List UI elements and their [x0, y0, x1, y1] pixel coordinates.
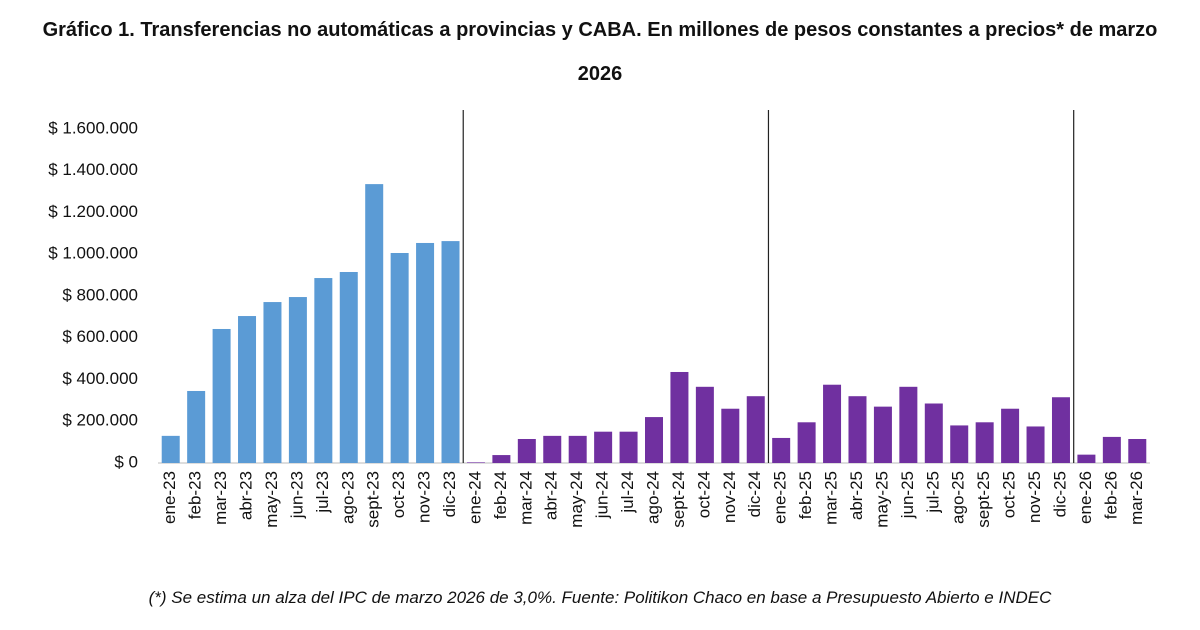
- bar: [568, 435, 587, 463]
- bar: [517, 438, 536, 463]
- bar: [263, 302, 282, 463]
- y-tick-label: $ 600.000: [62, 327, 138, 346]
- x-tick-label: ene-24: [465, 471, 484, 524]
- y-tick-label: $ 800.000: [62, 285, 138, 304]
- bar: [1051, 397, 1070, 463]
- y-tick-label: $ 1.600.000: [48, 118, 138, 137]
- bar: [314, 278, 333, 463]
- x-tick-label: ene-25: [771, 471, 790, 524]
- x-tick-label: ene-23: [160, 471, 179, 524]
- bar: [161, 435, 180, 463]
- x-tick-label: feb-23: [186, 471, 205, 519]
- chart-title: Gráfico 1. Transferencias no automáticas…: [42, 19, 1158, 85]
- x-tick-label: mar-24: [516, 471, 535, 525]
- bar: [772, 437, 791, 463]
- x-tick-label: sept-23: [364, 471, 383, 528]
- x-tick-label: jun-25: [898, 471, 917, 519]
- bar: [924, 403, 943, 463]
- x-tick-label: may-25: [872, 471, 891, 528]
- bar: [746, 396, 765, 463]
- bar: [492, 455, 511, 463]
- x-tick-label: mar-23: [211, 471, 230, 525]
- bar: [695, 386, 714, 463]
- x-tick-label: jul-25: [923, 471, 942, 514]
- bar: [365, 184, 384, 464]
- footnote: (*) Se estima un alza del IPC de marzo 2…: [148, 588, 1052, 607]
- bar: [1026, 426, 1045, 463]
- x-tick-label: ene-26: [1076, 471, 1095, 524]
- x-tick-label: ago-25: [949, 471, 968, 524]
- x-tick-label: jun-24: [593, 471, 612, 519]
- x-tick-label: abr-24: [542, 471, 561, 520]
- x-tick-label: sept-24: [669, 471, 688, 528]
- bar: [1102, 436, 1121, 463]
- x-tick-label: abr-25: [847, 471, 866, 520]
- bar: [212, 328, 231, 463]
- x-tick-label: may-24: [567, 471, 586, 528]
- x-tick-label: nov-25: [1025, 471, 1044, 523]
- x-tick-label: mar-26: [1127, 471, 1146, 525]
- x-tick-label: may-23: [262, 471, 281, 528]
- x-tick-label: jul-23: [313, 471, 332, 514]
- x-tick-label: feb-24: [491, 471, 510, 519]
- bar: [187, 390, 206, 463]
- x-tick-label: dic-25: [1050, 471, 1069, 517]
- x-tick-label: feb-25: [796, 471, 815, 519]
- bar: [288, 297, 307, 463]
- bar: [975, 422, 994, 463]
- bar: [950, 425, 969, 463]
- bar: [1001, 408, 1020, 463]
- bar: [543, 435, 562, 463]
- bar: [899, 386, 918, 463]
- bar: [873, 406, 892, 463]
- x-tick-label: oct-25: [1000, 471, 1019, 518]
- bar: [466, 462, 485, 463]
- x-tick-label: mar-25: [822, 471, 841, 525]
- bar: [238, 316, 257, 463]
- bar: [1128, 438, 1147, 463]
- x-tick-label: sept-25: [974, 471, 993, 528]
- y-tick-label: $ 1.400.000: [48, 160, 138, 179]
- x-tick-label: dic-23: [440, 471, 459, 517]
- y-tick-label: $ 200.000: [62, 411, 138, 430]
- x-tick-label: abr-23: [237, 471, 256, 520]
- bar: [1077, 454, 1096, 463]
- x-tick-label: nov-24: [720, 471, 739, 523]
- y-tick-label: $ 1.200.000: [48, 202, 138, 221]
- x-tick-label: dic-24: [745, 471, 764, 517]
- x-tick-label: ago-23: [338, 471, 357, 524]
- x-tick-label: oct-23: [389, 471, 408, 518]
- bar: [848, 396, 867, 463]
- x-tick-label: feb-26: [1101, 471, 1120, 519]
- x-tick-label: jul-24: [618, 471, 637, 514]
- bar: [670, 371, 689, 463]
- bar: [823, 384, 842, 463]
- bar: [594, 431, 613, 463]
- y-tick-label: $ 400.000: [62, 369, 138, 388]
- bar: [339, 271, 358, 463]
- x-tick-label: jun-23: [287, 471, 306, 519]
- bar: [619, 431, 638, 463]
- bar: [416, 242, 435, 463]
- bar: [721, 408, 740, 463]
- bar: [797, 422, 816, 463]
- bar: [441, 241, 460, 463]
- y-tick-label: $ 0: [114, 452, 138, 471]
- bar: [390, 252, 409, 463]
- x-tick-label: ago-24: [643, 471, 662, 524]
- x-tick-label: oct-24: [694, 471, 713, 518]
- y-tick-label: $ 1.000.000: [48, 244, 138, 263]
- bar: [645, 417, 663, 463]
- x-tick-label: nov-23: [415, 471, 434, 523]
